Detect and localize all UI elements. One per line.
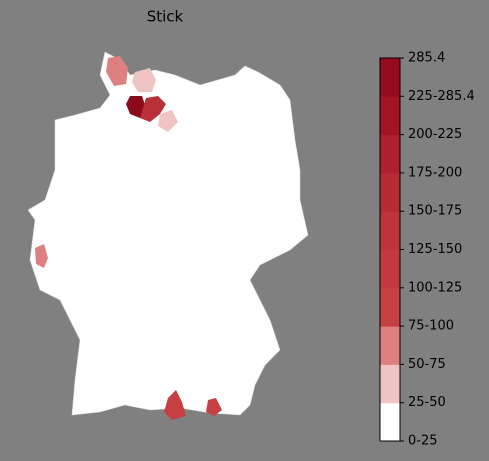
colorbar-label: 285.4 [408,51,445,66]
germany-map [27,51,309,420]
colorbar-band [380,58,400,97]
colorbar-band [380,172,400,212]
colorbar-label: 50-75 [408,357,446,372]
region [206,398,222,416]
region [126,96,146,118]
region [140,96,166,122]
colorbar-label: 25-50 [408,395,446,410]
colorbar-label: 125-150 [408,242,462,257]
colorbar-label: 200-225 [408,127,462,142]
region [35,244,48,268]
colorbar-band [380,326,400,365]
country-outline [27,51,309,416]
colorbar-band [380,287,400,327]
colorbar-label: 150-175 [408,204,462,219]
region [158,110,178,132]
colorbar-band [380,134,400,174]
region [106,56,128,86]
colorbar-band [380,364,400,404]
colorbar-label: 75-100 [408,319,454,334]
colorbar-band [380,402,400,442]
region [164,390,186,420]
colorbar-label: 0-25 [408,434,438,449]
map-title: Stick [147,8,184,26]
colorbar-band [380,249,400,289]
colorbar: 0-25 25-50 50-75 75-100 100-125 125-150 150-17… [379,51,475,449]
colorbar-label: 225-285.4 [408,89,475,104]
colorbar-band [380,96,400,136]
colorbar-label: 100-125 [408,280,462,295]
colorbar-band [380,211,400,250]
region [132,68,156,92]
colorbar-label: 175-200 [408,165,462,180]
